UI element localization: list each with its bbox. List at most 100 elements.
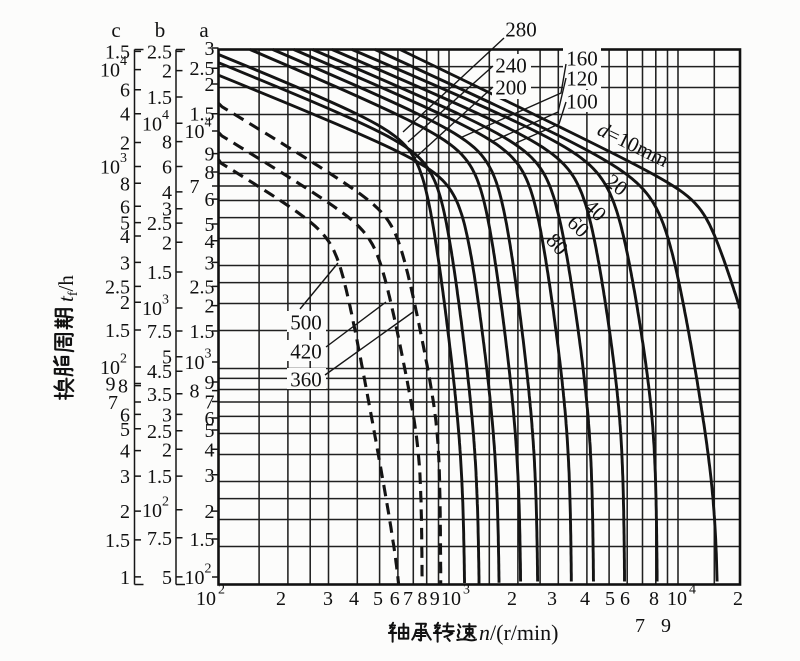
svg-text:a: a bbox=[199, 18, 209, 42]
svg-text:2: 2 bbox=[162, 439, 172, 461]
svg-text:3: 3 bbox=[162, 293, 169, 308]
svg-text:1.5: 1.5 bbox=[190, 104, 215, 126]
svg-text:2: 2 bbox=[205, 562, 212, 577]
svg-text:3.5: 3.5 bbox=[147, 384, 172, 406]
svg-text:9: 9 bbox=[430, 588, 440, 610]
svg-text:b: b bbox=[155, 18, 166, 42]
svg-text:10: 10 bbox=[142, 298, 162, 320]
svg-text:4: 4 bbox=[120, 226, 130, 248]
svg-text:2.5: 2.5 bbox=[147, 421, 172, 443]
svg-text:4: 4 bbox=[162, 108, 169, 123]
svg-text:4: 4 bbox=[205, 231, 215, 253]
svg-text:1.5: 1.5 bbox=[190, 529, 215, 551]
svg-text:7: 7 bbox=[403, 588, 413, 610]
svg-text:10: 10 bbox=[196, 588, 216, 610]
svg-text:1.5: 1.5 bbox=[105, 41, 130, 63]
svg-text:3: 3 bbox=[547, 588, 557, 610]
svg-text:4: 4 bbox=[580, 588, 590, 610]
svg-text:4: 4 bbox=[120, 441, 130, 463]
svg-text:4: 4 bbox=[205, 116, 212, 131]
svg-text:120: 120 bbox=[566, 66, 598, 90]
svg-text:7: 7 bbox=[635, 615, 645, 637]
svg-text:1: 1 bbox=[120, 567, 130, 589]
svg-text:2: 2 bbox=[205, 74, 215, 96]
svg-text:4: 4 bbox=[120, 104, 130, 126]
svg-text:1.5: 1.5 bbox=[147, 466, 172, 488]
svg-text:4: 4 bbox=[120, 54, 127, 69]
svg-text:2: 2 bbox=[120, 352, 127, 367]
svg-text:5: 5 bbox=[120, 419, 130, 441]
svg-text:4: 4 bbox=[349, 588, 359, 610]
svg-text:2: 2 bbox=[218, 583, 225, 598]
svg-text:6: 6 bbox=[120, 196, 130, 218]
svg-text:3: 3 bbox=[162, 404, 172, 426]
svg-text:2: 2 bbox=[120, 292, 130, 314]
svg-text:3: 3 bbox=[205, 347, 212, 362]
svg-text:360: 360 bbox=[290, 367, 322, 391]
svg-text:4: 4 bbox=[205, 439, 215, 461]
svg-text:9: 9 bbox=[661, 615, 671, 637]
svg-text:7.5: 7.5 bbox=[147, 321, 172, 343]
svg-text:tf/h: tf/h bbox=[54, 275, 81, 302]
svg-text:10: 10 bbox=[100, 357, 120, 379]
svg-text:100: 100 bbox=[566, 89, 598, 113]
svg-text:9: 9 bbox=[205, 372, 215, 394]
svg-text:280: 280 bbox=[505, 17, 537, 41]
svg-text:3: 3 bbox=[463, 583, 470, 598]
svg-text:3: 3 bbox=[205, 38, 215, 60]
svg-text:2.5: 2.5 bbox=[147, 41, 172, 63]
svg-text:5: 5 bbox=[205, 420, 215, 442]
svg-text:1.5: 1.5 bbox=[105, 320, 130, 342]
svg-text:7: 7 bbox=[190, 176, 200, 198]
svg-text:2: 2 bbox=[120, 501, 130, 523]
svg-text:3: 3 bbox=[120, 466, 130, 488]
svg-text:6: 6 bbox=[205, 189, 215, 211]
svg-text:5: 5 bbox=[162, 347, 172, 369]
svg-text:4: 4 bbox=[162, 182, 172, 204]
svg-text:420: 420 bbox=[290, 339, 322, 363]
svg-text:2: 2 bbox=[205, 501, 215, 523]
svg-text:10: 10 bbox=[100, 60, 120, 82]
svg-text:2: 2 bbox=[507, 588, 517, 610]
svg-text:2: 2 bbox=[276, 588, 286, 610]
svg-text:9: 9 bbox=[106, 374, 116, 396]
svg-text:1.5: 1.5 bbox=[147, 87, 172, 109]
svg-text:6: 6 bbox=[162, 157, 172, 179]
svg-text:2.5: 2.5 bbox=[190, 276, 215, 298]
svg-text:6: 6 bbox=[205, 408, 215, 430]
svg-text:2: 2 bbox=[162, 232, 172, 254]
svg-text:5: 5 bbox=[162, 567, 172, 589]
svg-text:3: 3 bbox=[323, 588, 333, 610]
svg-text:200: 200 bbox=[495, 75, 527, 99]
svg-text:8: 8 bbox=[120, 173, 130, 195]
svg-text:9: 9 bbox=[205, 144, 215, 166]
svg-text:6: 6 bbox=[620, 588, 630, 610]
svg-text:1.5: 1.5 bbox=[190, 321, 215, 343]
svg-text:10: 10 bbox=[185, 121, 205, 143]
svg-text:10: 10 bbox=[185, 352, 205, 374]
svg-text:2: 2 bbox=[733, 588, 743, 610]
svg-text:5: 5 bbox=[120, 213, 130, 235]
svg-text:5: 5 bbox=[605, 588, 615, 610]
svg-text:3: 3 bbox=[205, 465, 215, 487]
svg-text:3: 3 bbox=[162, 199, 172, 221]
svg-text:160: 160 bbox=[566, 46, 598, 70]
svg-text:2: 2 bbox=[205, 296, 215, 318]
svg-text:10: 10 bbox=[100, 157, 120, 179]
svg-text:10: 10 bbox=[185, 567, 205, 589]
svg-text:240: 240 bbox=[495, 53, 527, 77]
svg-text:500: 500 bbox=[290, 310, 322, 334]
svg-text:8: 8 bbox=[417, 588, 427, 610]
svg-text:7: 7 bbox=[205, 392, 215, 414]
svg-text:10: 10 bbox=[142, 500, 162, 522]
svg-text:6: 6 bbox=[120, 404, 130, 426]
svg-text:2.5: 2.5 bbox=[105, 276, 130, 298]
svg-text:4.5: 4.5 bbox=[147, 361, 172, 383]
svg-text:8: 8 bbox=[162, 132, 172, 154]
svg-text:2: 2 bbox=[162, 494, 169, 509]
svg-text:2.5: 2.5 bbox=[190, 58, 215, 80]
svg-text:10: 10 bbox=[441, 588, 461, 610]
svg-text:3: 3 bbox=[120, 151, 127, 166]
svg-text:8: 8 bbox=[205, 162, 215, 184]
svg-text:10: 10 bbox=[667, 588, 687, 610]
